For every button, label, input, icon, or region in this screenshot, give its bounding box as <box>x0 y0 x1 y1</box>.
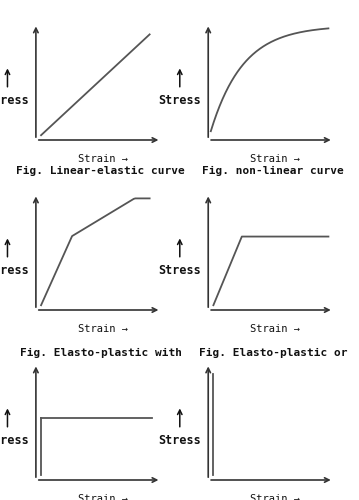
Text: Fig. Linear-elastic curve: Fig. Linear-elastic curve <box>16 166 185 176</box>
Text: Stress: Stress <box>158 264 201 278</box>
Text: Fig. non-linear curve: Fig. non-linear curve <box>202 166 344 176</box>
Text: Stress: Stress <box>0 264 29 278</box>
Text: Stress: Stress <box>158 94 201 108</box>
Text: Stress: Stress <box>158 434 201 448</box>
Text: Strain →: Strain → <box>251 324 300 334</box>
Text: Fig. Elasto-plastic with
strain hardening: Fig. Elasto-plastic with strain hardenin… <box>19 348 182 370</box>
Text: Stress: Stress <box>0 434 29 448</box>
Text: Strain →: Strain → <box>78 154 128 164</box>
Text: Strain →: Strain → <box>251 494 300 500</box>
Text: Strain →: Strain → <box>78 494 128 500</box>
Text: Strain →: Strain → <box>78 324 128 334</box>
Text: Fig. Elasto-plastic or
visco-plastic: Fig. Elasto-plastic or visco-plastic <box>199 348 347 370</box>
Text: Strain →: Strain → <box>251 154 300 164</box>
Text: Stress: Stress <box>0 94 29 108</box>
